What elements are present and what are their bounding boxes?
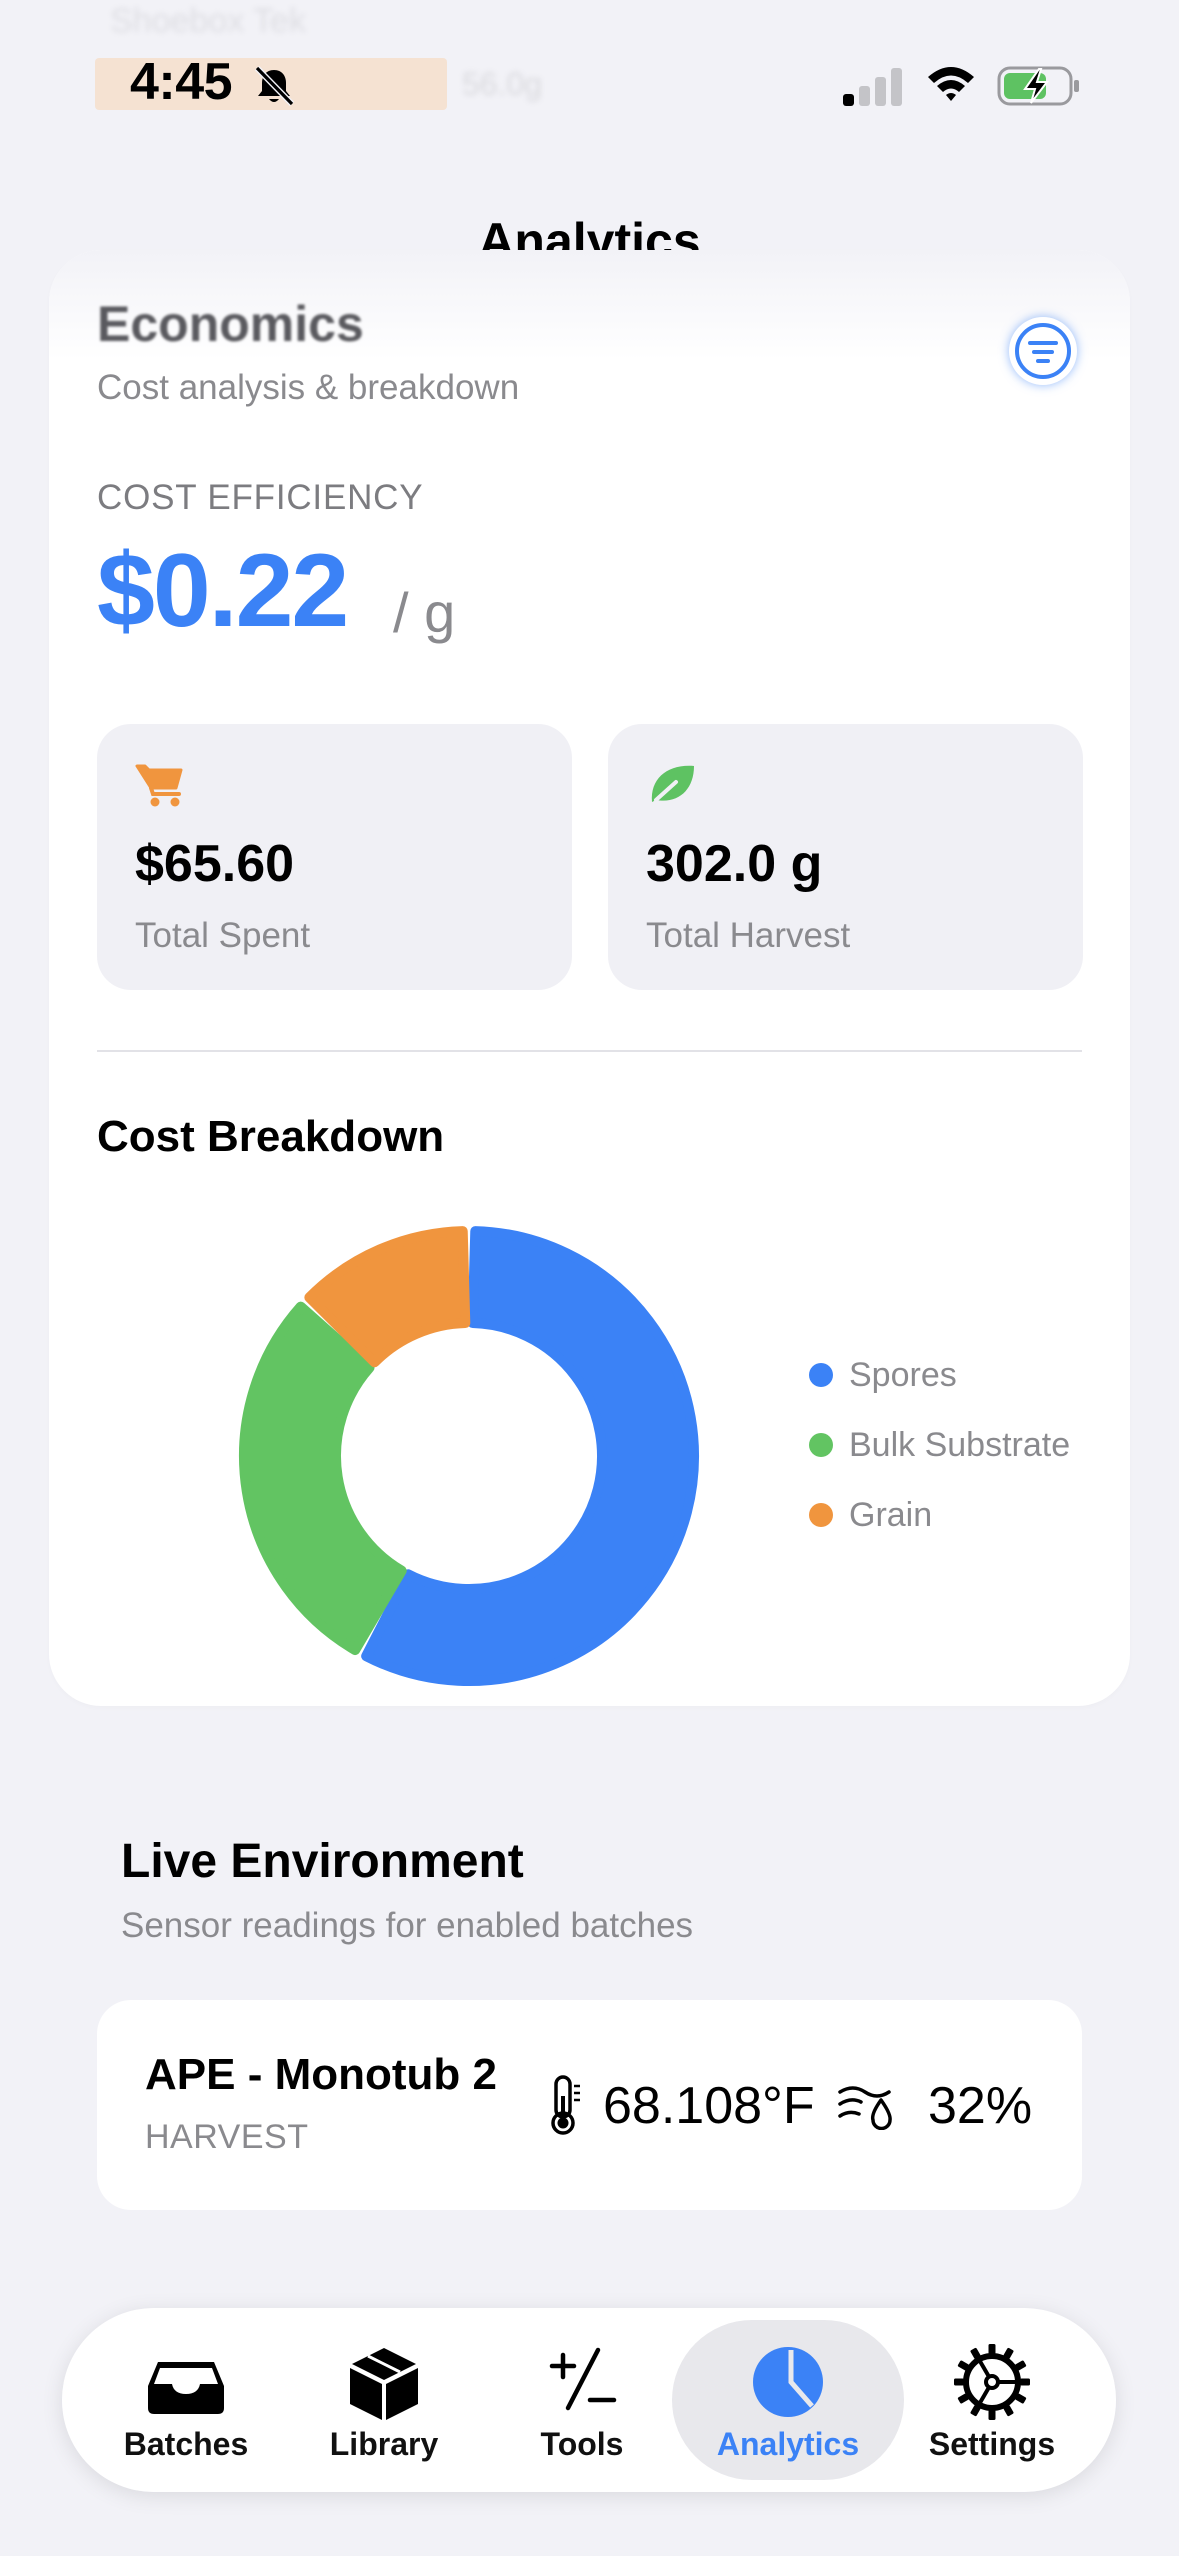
tab-settings[interactable]: Settings [892, 2308, 1092, 2492]
legend-dot [809, 1433, 833, 1457]
tab-label: Analytics [716, 2426, 860, 2462]
tab-library[interactable]: Library [284, 2308, 484, 2492]
total-spent-card: $65.60 Total Spent [97, 724, 572, 990]
header-fade [49, 250, 1130, 360]
tab-tools[interactable]: Tools [482, 2308, 682, 2492]
filter-icon [1015, 323, 1071, 379]
legend-label: Grain [849, 1495, 933, 1534]
legend-dot [809, 1503, 833, 1527]
total-spent-label: Total Spent [135, 916, 311, 955]
tab-analytics[interactable]: Analytics [688, 2308, 888, 2492]
ghost-task-text: Shoebox Tek [110, 2, 306, 40]
status-time: 4:45 [130, 53, 233, 111]
plus-slash-minus-icon [549, 2347, 617, 2411]
tab-batches[interactable]: Batches [86, 2308, 286, 2492]
legend-item: Grain [809, 1480, 1070, 1550]
economics-card: Economics Cost analysis & breakdown COST… [49, 250, 1130, 1706]
ghost-weight-text: 56.0g [462, 66, 543, 102]
legend-item: Bulk Substrate [809, 1410, 1070, 1480]
batch-name: APE - Monotub 2 [145, 2050, 497, 2099]
cell-signal-icon [843, 68, 902, 106]
cart-icon [135, 764, 183, 807]
wifi-icon [928, 67, 974, 101]
donut-slice-spores [361, 1226, 699, 1686]
cost-efficiency-label: COST EFFICIENCY [97, 478, 424, 517]
battery-charging-icon [997, 66, 1079, 106]
legend-label: Bulk Substrate [849, 1425, 1071, 1464]
legend-dot [809, 1363, 833, 1387]
bell-slash-icon [254, 65, 295, 107]
tab-label: Batches [123, 2426, 249, 2462]
chart-legend: Spores Bulk Substrate Grain [809, 1340, 1070, 1550]
economics-subtitle: Cost analysis & breakdown [97, 368, 520, 407]
economics-title: Economics [97, 296, 364, 352]
total-harvest-label: Total Harvest [646, 916, 851, 955]
cost-breakdown-title: Cost Breakdown [97, 1112, 445, 1161]
tray-icon [148, 2362, 224, 2414]
gear-icon [954, 2344, 1030, 2420]
live-environment-subtitle: Sensor readings for enabled batches [121, 1906, 694, 1945]
total-spent-value: $65.60 [135, 835, 295, 893]
thermometer-icon [551, 2075, 580, 2135]
legend-item: Spores [809, 1340, 1070, 1410]
cost-efficiency-unit: / g [393, 581, 456, 644]
tab-label: Settings [928, 2426, 1056, 2462]
temperature-value: 68.108°F [603, 2077, 815, 2135]
live-environment-title: Live Environment [121, 1835, 524, 1888]
cost-breakdown-donut-chart [239, 1226, 699, 1686]
humidity-icon [838, 2086, 892, 2130]
tab-label: Library [329, 2426, 439, 2462]
divider [97, 1050, 1082, 1052]
leaf-icon [651, 765, 694, 802]
batch-stage: HARVEST [145, 2118, 309, 2156]
donut-slice-grain [304, 1226, 471, 1368]
donut-slice-bulk-substrate [239, 1301, 407, 1656]
box-icon [350, 2348, 418, 2420]
filter-button[interactable] [1009, 317, 1077, 385]
legend-label: Spores [849, 1355, 957, 1394]
environment-batch-card[interactable]: APE - Monotub 2 HARVEST 68.108°F 32% [97, 2000, 1082, 2210]
total-harvest-card: 302.0 g Total Harvest [608, 724, 1083, 990]
total-harvest-value: 302.0 g [646, 835, 823, 893]
tab-bar: Batches Library Tools Analytics Settings [62, 2308, 1116, 2492]
cost-efficiency-value: $0.22 [97, 533, 349, 649]
tab-label: Tools [540, 2426, 624, 2462]
humidity-value: 32% [928, 2077, 1033, 2135]
pie-chart-icon [753, 2347, 823, 2417]
